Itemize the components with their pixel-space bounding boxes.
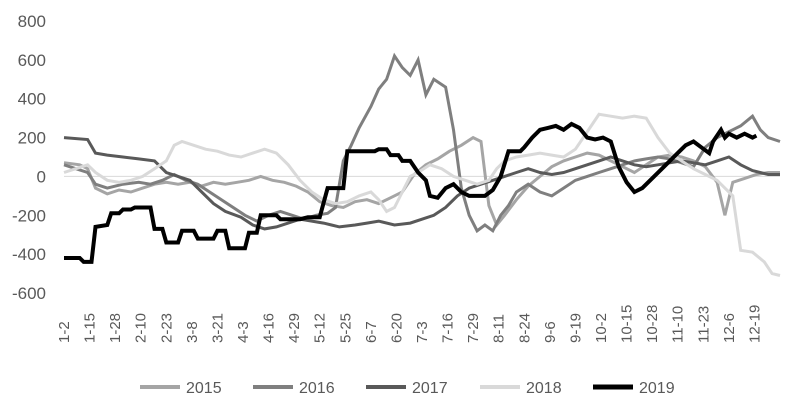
x-tick-label: 4-3 bbox=[235, 321, 252, 343]
series-line-2017 bbox=[63, 136, 780, 231]
legend-label-2019: 2019 bbox=[639, 380, 675, 397]
x-tick-label: 8-11 bbox=[491, 314, 508, 343]
x-tick-label: 2-10 bbox=[133, 313, 150, 343]
series-line-2019 bbox=[64, 121, 758, 264]
x-tick-label: 3-21 bbox=[209, 313, 226, 343]
legend-label-2018: 2018 bbox=[526, 380, 562, 397]
x-tick-label: 6-7 bbox=[363, 321, 380, 343]
y-tick-label: 600 bbox=[18, 51, 46, 70]
legend-label-2016: 2016 bbox=[299, 380, 335, 397]
y-tick-label: -600 bbox=[12, 284, 46, 303]
legend-label-2015: 2015 bbox=[186, 380, 222, 397]
x-tick-label: 12-19 bbox=[746, 305, 763, 343]
x-tick-label: 2-23 bbox=[158, 313, 175, 343]
legend: 2015 2016 2017 2018 2019 bbox=[140, 380, 675, 397]
x-tick-label: 6-20 bbox=[388, 313, 405, 343]
x-tick-label: 11-10 bbox=[670, 306, 687, 343]
x-tick-label: 9-19 bbox=[567, 313, 584, 343]
y-tick-label: 800 bbox=[18, 12, 46, 31]
x-tick-label: 4-16 bbox=[261, 313, 278, 343]
y-tick-label: 200 bbox=[18, 129, 46, 148]
y-tick-label: 0 bbox=[37, 167, 46, 186]
x-tick-label: 5-25 bbox=[337, 313, 354, 343]
x-tick-label: 10-28 bbox=[644, 305, 661, 343]
x-tick-label: 7-29 bbox=[465, 313, 482, 343]
x-tick-label: 3-8 bbox=[184, 321, 201, 343]
legend-label-2017: 2017 bbox=[412, 380, 448, 397]
x-tick-label: 4-29 bbox=[286, 313, 303, 343]
y-tick-label: -400 bbox=[12, 245, 46, 264]
x-tick-label: 10-15 bbox=[619, 305, 636, 343]
y-tick-label: -200 bbox=[12, 206, 46, 225]
x-tick-label: 11-23 bbox=[695, 306, 712, 343]
series-line-2018 bbox=[63, 112, 781, 277]
x-tick-label: 1-28 bbox=[107, 313, 124, 343]
y-axis: 800 600 400 200 0 -200 -400 -600 bbox=[12, 12, 46, 303]
x-tick-label: 9-6 bbox=[542, 321, 559, 343]
x-tick-label: 12-6 bbox=[721, 313, 738, 343]
x-tick-label: 7-3 bbox=[414, 321, 431, 343]
series-line-2016 bbox=[63, 52, 781, 234]
y-tick-label: 400 bbox=[18, 90, 46, 109]
x-axis: 1-2 1-15 1-28 2-10 2-23 3-8 3-21 4-3 4-16 4-29 5-1… bbox=[56, 305, 763, 343]
x-tick-label: 8-24 bbox=[516, 313, 533, 343]
series-line-2015 bbox=[63, 135, 780, 228]
series-lines bbox=[63, 52, 781, 277]
x-tick-label: 7-16 bbox=[440, 313, 457, 343]
x-tick-label: 10-2 bbox=[593, 313, 610, 343]
x-tick-label: 1-15 bbox=[82, 313, 99, 343]
x-tick-label: 1-2 bbox=[56, 321, 73, 343]
x-tick-label: 5-12 bbox=[312, 313, 329, 343]
